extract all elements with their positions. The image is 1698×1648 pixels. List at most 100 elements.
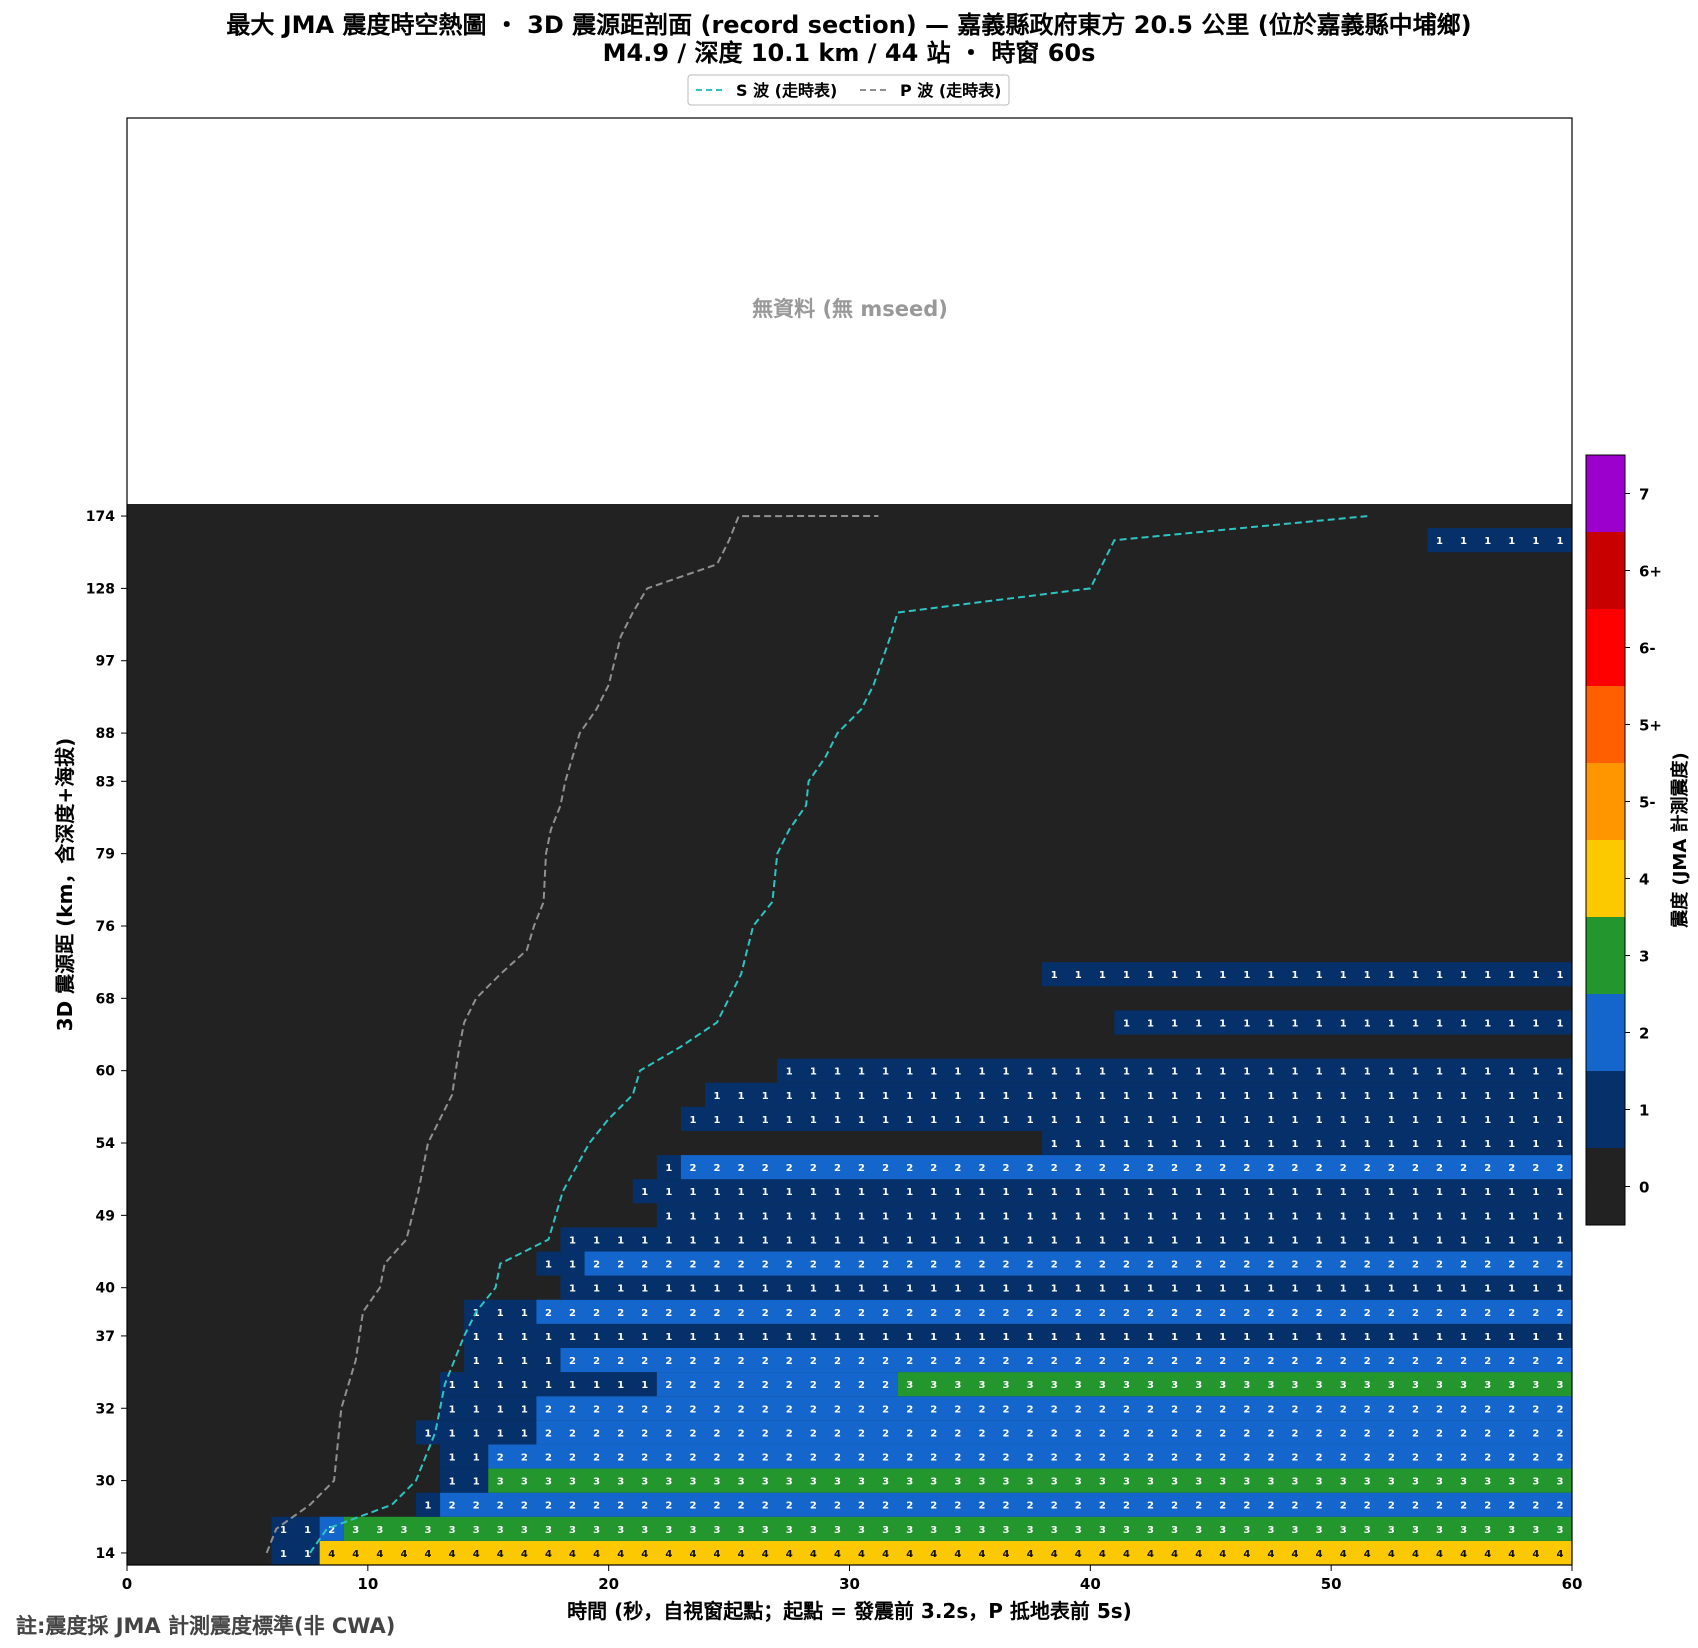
intensity-cell-label: 3 xyxy=(569,1477,576,1488)
intensity-cell-label: 1 xyxy=(473,1380,480,1391)
intensity-cell-label: 3 xyxy=(689,1525,696,1536)
intensity-cell-label: 3 xyxy=(810,1525,817,1536)
intensity-cell-label: 1 xyxy=(978,1284,985,1295)
intensity-cell-label: 2 xyxy=(689,1356,696,1367)
intensity-cell-label: 3 xyxy=(1316,1380,1323,1391)
intensity-cell-label: 3 xyxy=(1123,1525,1130,1536)
intensity-cell-label: 2 xyxy=(1003,1163,1010,1174)
intensity-cell-label: 1 xyxy=(1340,1332,1347,1343)
intensity-cell-label: 2 xyxy=(1316,1404,1323,1415)
intensity-cell-label: 1 xyxy=(1123,1284,1130,1295)
intensity-cell-label: 1 xyxy=(738,1091,745,1102)
intensity-cell-label: 2 xyxy=(1364,1501,1371,1512)
intensity-cell-label: 2 xyxy=(1388,1163,1395,1174)
intensity-cell-label: 1 xyxy=(1243,1067,1250,1078)
intensity-cell-label: 2 xyxy=(569,1452,576,1463)
intensity-cell-label: 4 xyxy=(906,1549,913,1560)
intensity-cell-label: 1 xyxy=(497,1332,504,1343)
intensity-cell-label: 1 xyxy=(1027,1284,1034,1295)
intensity-cell-label: 1 xyxy=(1532,1018,1539,1029)
intensity-cell-label: 2 xyxy=(1340,1260,1347,1271)
intensity-cell-label: 1 xyxy=(906,1235,913,1246)
p-wave-legend-label: P 波 (走時表) xyxy=(900,81,1002,100)
intensity-cell-label: 1 xyxy=(1412,1187,1419,1198)
intensity-cell-label: 3 xyxy=(1195,1380,1202,1391)
intensity-segment xyxy=(488,1468,1572,1493)
intensity-cell-label: 3 xyxy=(376,1525,383,1536)
intensity-cell-label: 1 xyxy=(1364,970,1371,981)
y-tick-label: 83 xyxy=(96,774,115,790)
intensity-cell-label: 1 xyxy=(1340,1235,1347,1246)
intensity-cell-label: 1 xyxy=(569,1380,576,1391)
intensity-cell-label: 2 xyxy=(1195,1428,1202,1439)
intensity-cell-label: 2 xyxy=(1436,1501,1443,1512)
intensity-cell-label: 1 xyxy=(1123,1332,1130,1343)
intensity-cell-label: 2 xyxy=(689,1452,696,1463)
intensity-cell-label: 2 xyxy=(978,1452,985,1463)
intensity-cell-label: 2 xyxy=(1027,1163,1034,1174)
intensity-cell-label: 4 xyxy=(738,1549,745,1560)
intensity-cell-label: 2 xyxy=(1388,1308,1395,1319)
intensity-cell-label: 2 xyxy=(882,1163,889,1174)
intensity-cell-label: 1 xyxy=(1436,1115,1443,1126)
intensity-segment xyxy=(656,1203,1572,1228)
intensity-cell-label: 2 xyxy=(906,1501,913,1512)
intensity-cell-label: 1 xyxy=(593,1235,600,1246)
intensity-cell-label: 2 xyxy=(858,1380,865,1391)
intensity-cell-label: 1 xyxy=(617,1284,624,1295)
intensity-segment xyxy=(560,1275,1572,1300)
intensity-cell-label: 2 xyxy=(1340,1163,1347,1174)
intensity-cell-label: 4 xyxy=(1412,1549,1419,1560)
intensity-cell-label: 3 xyxy=(882,1525,889,1536)
intensity-cell-label: 4 xyxy=(400,1549,407,1560)
intensity-cell-label: 2 xyxy=(1532,1163,1539,1174)
intensity-cell-label: 2 xyxy=(1556,1428,1563,1439)
intensity-cell-label: 1 xyxy=(1099,1211,1106,1222)
intensity-cell-label: 3 xyxy=(1267,1380,1274,1391)
intensity-cell-label: 1 xyxy=(1027,1332,1034,1343)
intensity-cell-label: 1 xyxy=(1412,1284,1419,1295)
intensity-cell-label: 2 xyxy=(930,1308,937,1319)
intensity-cell-label: 2 xyxy=(1364,1308,1371,1319)
intensity-cell-label: 1 xyxy=(1412,1067,1419,1078)
intensity-segment xyxy=(464,1347,561,1373)
intensity-cell-label: 1 xyxy=(714,1115,721,1126)
intensity-cell-label: 3 xyxy=(882,1477,889,1488)
intensity-cell-label: 1 xyxy=(738,1115,745,1126)
intensity-cell-label: 1 xyxy=(1532,1067,1539,1078)
intensity-cell-label: 3 xyxy=(954,1525,961,1536)
intensity-cell-label: 2 xyxy=(1292,1356,1299,1367)
intensity-cell-label: 2 xyxy=(1243,1163,1250,1174)
intensity-cell-label: 2 xyxy=(1051,1308,1058,1319)
intensity-cell-label: 2 xyxy=(1484,1356,1491,1367)
intensity-cell-label: 2 xyxy=(617,1452,624,1463)
intensity-cell-label: 2 xyxy=(1243,1308,1250,1319)
intensity-cell-label: 1 xyxy=(906,1211,913,1222)
intensity-cell-label: 2 xyxy=(328,1525,335,1536)
intensity-cell-label: 2 xyxy=(762,1404,769,1415)
intensity-cell-label: 2 xyxy=(1292,1501,1299,1512)
intensity-segment xyxy=(440,1372,657,1397)
intensity-cell-label: 1 xyxy=(1267,1018,1274,1029)
colorbar-swatch xyxy=(1586,686,1625,763)
intensity-cell-label: 2 xyxy=(954,1452,961,1463)
intensity-cell-label: 1 xyxy=(738,1235,745,1246)
intensity-cell-label: 1 xyxy=(545,1332,552,1343)
y-tick-label: 128 xyxy=(86,581,115,597)
intensity-cell-label: 1 xyxy=(1460,1211,1467,1222)
intensity-cell-label: 2 xyxy=(521,1501,528,1512)
intensity-cell-label: 2 xyxy=(858,1501,865,1512)
intensity-cell-label: 2 xyxy=(1099,1308,1106,1319)
intensity-cell-label: 1 xyxy=(665,1235,672,1246)
colorbar-swatch xyxy=(1586,917,1625,994)
intensity-cell-label: 3 xyxy=(1532,1380,1539,1391)
intensity-cell-label: 1 xyxy=(1099,1139,1106,1150)
intensity-cell-label: 2 xyxy=(954,1356,961,1367)
intensity-cell-label: 2 xyxy=(1243,1452,1250,1463)
intensity-cell-label: 1 xyxy=(1195,1332,1202,1343)
intensity-cell-label: 2 xyxy=(593,1356,600,1367)
intensity-cell-label: 2 xyxy=(978,1501,985,1512)
intensity-cell-label: 3 xyxy=(449,1525,456,1536)
intensity-cell-label: 2 xyxy=(1340,1404,1347,1415)
intensity-cell-label: 1 xyxy=(1075,970,1082,981)
